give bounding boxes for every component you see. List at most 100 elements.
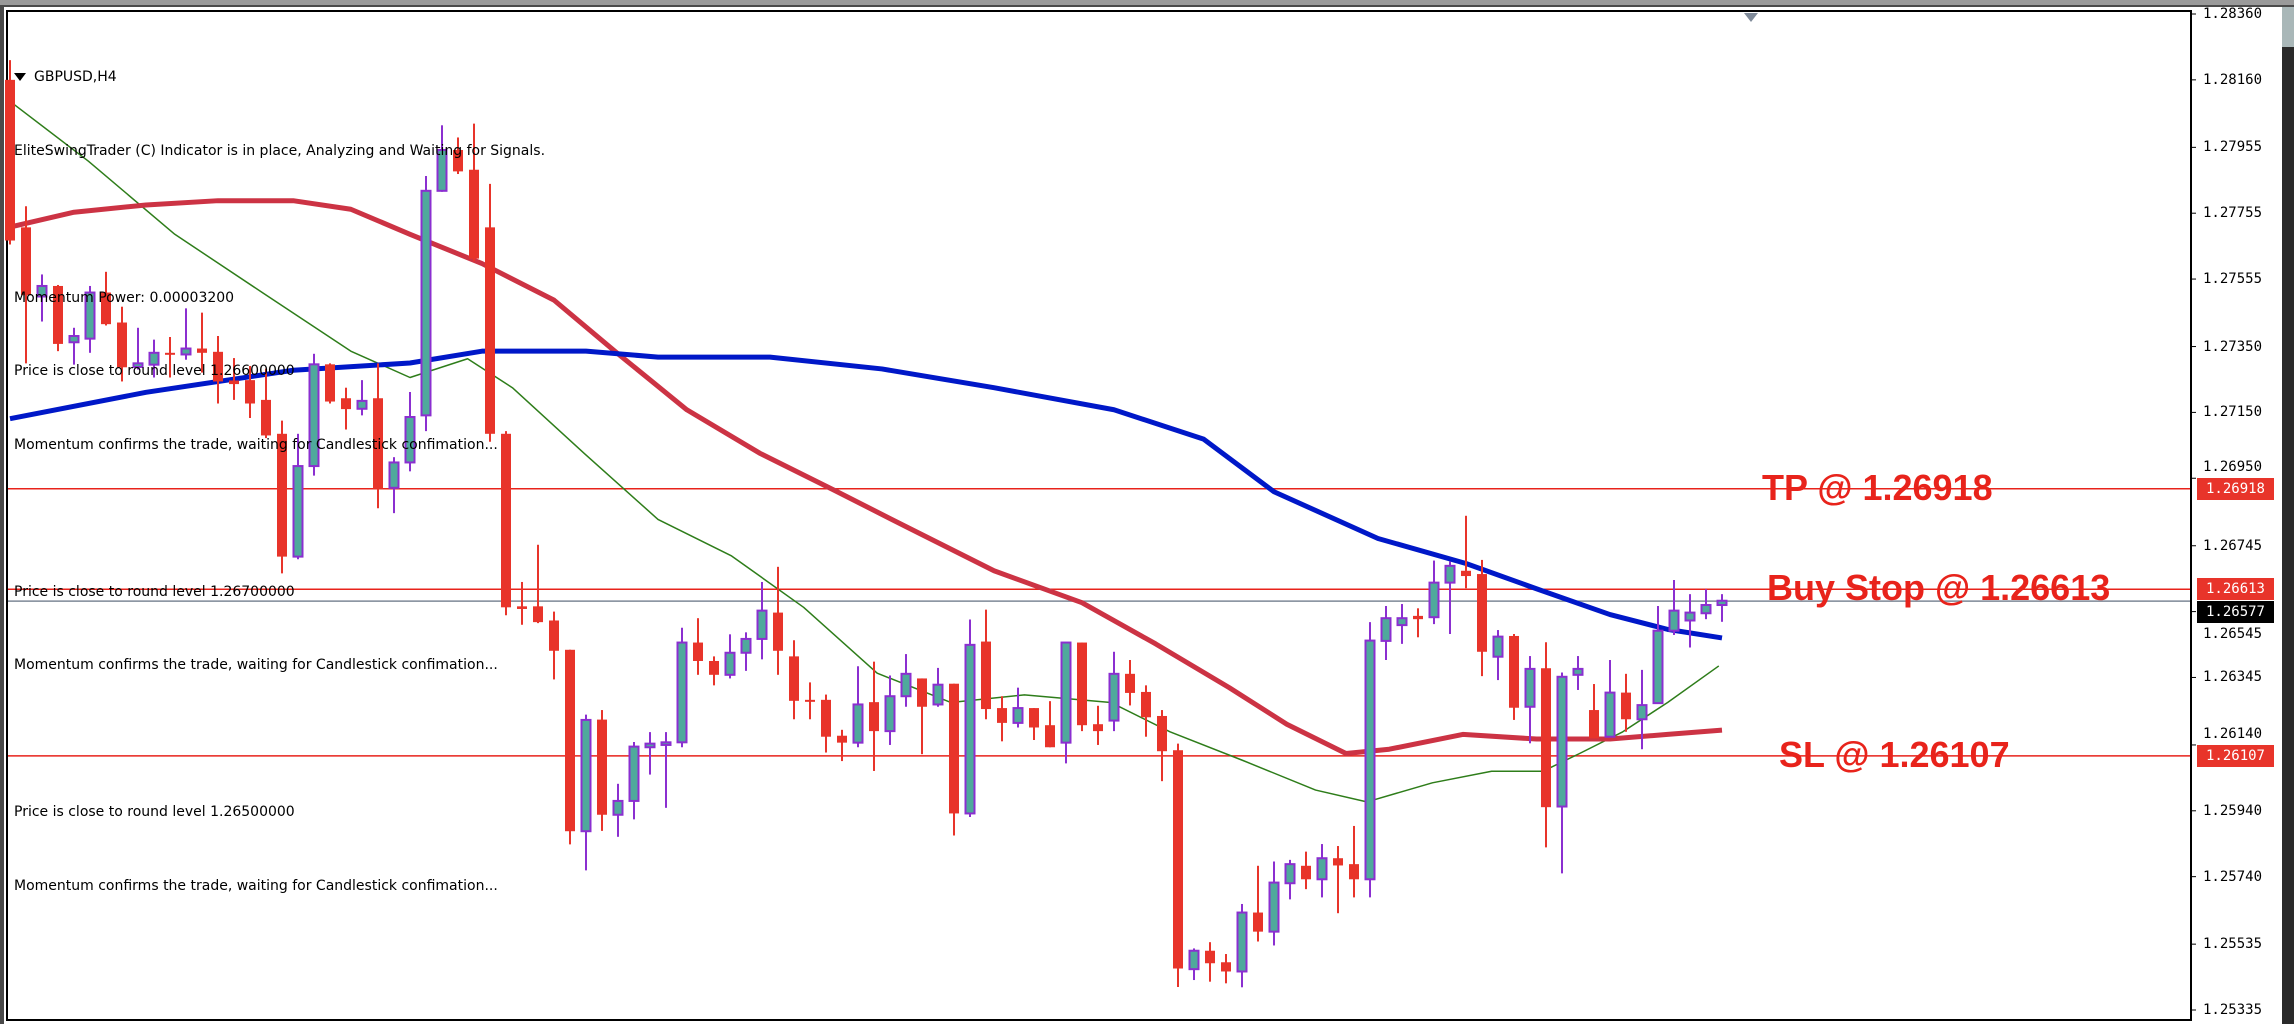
candle-body (1380, 617, 1392, 642)
tp-level-label[interactable]: TP @ 1.26918 (1762, 466, 1993, 508)
candle-body (308, 363, 320, 468)
bearish-candle (101, 271, 111, 326)
bullish-candle (1604, 660, 1616, 738)
candle-body (676, 641, 688, 744)
candle-body (900, 672, 912, 698)
buy-stop-level-label[interactable]: Buy Stop @ 1.26613 (1767, 567, 2111, 609)
candle-body (1589, 710, 1599, 739)
bullish-candle (740, 632, 752, 671)
price-axis-label: 1.26140 (2203, 725, 2263, 742)
price-axis-label: 1.26345 (2203, 669, 2263, 686)
bearish-candle (261, 368, 271, 439)
candle-body (597, 719, 607, 815)
bearish-candle (1589, 684, 1599, 739)
bearish-candle (245, 365, 255, 418)
sl-level-label[interactable]: SL @ 1.26107 (1779, 733, 2010, 775)
bullish-candle (1492, 630, 1504, 681)
bullish-candle (1636, 669, 1648, 750)
price-axis-label: 1.25740 (2203, 868, 2263, 885)
candle-body (1045, 725, 1055, 748)
blank-line (14, 727, 545, 752)
bearish-candle (197, 312, 207, 373)
candle-body (1556, 675, 1568, 808)
candle-body (292, 465, 304, 558)
candle-body (1205, 950, 1215, 964)
bearish-candle (485, 183, 495, 442)
bearish-candle (1461, 515, 1471, 589)
candle-body (1060, 641, 1072, 744)
bearish-candle (1509, 633, 1519, 720)
bearish-candle (1221, 954, 1231, 984)
candle-body (1684, 611, 1696, 622)
bullish-candle (36, 274, 48, 322)
bullish-candle (1284, 859, 1296, 900)
price-axis-label: 1.25335 (2203, 1002, 2263, 1018)
bullish-candle (1716, 594, 1728, 622)
bullish-candle (612, 783, 624, 837)
bearish-candle (1077, 642, 1087, 732)
dropdown-triangle-icon[interactable] (14, 73, 26, 82)
bearish-candle (837, 729, 847, 762)
bullish-candle (148, 339, 160, 378)
candle-body (229, 380, 239, 385)
candle-body (21, 227, 31, 296)
candle-body (1029, 708, 1039, 728)
candle-body (485, 227, 495, 434)
bearish-candle (501, 431, 511, 616)
bearish-candle (517, 581, 527, 625)
candle-body (1157, 715, 1167, 752)
bearish-candle (1029, 708, 1039, 741)
bearish-candle (277, 420, 287, 574)
bullish-candle (756, 581, 768, 660)
candle-body (1077, 642, 1087, 726)
bearish-candle (997, 696, 1007, 742)
bullish-candle (436, 125, 448, 192)
bearish-candle (453, 137, 463, 175)
bullish-candle (1380, 606, 1392, 661)
vertical-scrollbar[interactable] (2282, 7, 2294, 1024)
bearish-candle (1157, 710, 1167, 782)
bearish-candle (773, 566, 783, 675)
bullish-candle (84, 285, 96, 353)
bearish-candle (229, 358, 239, 400)
price-axis-label: 1.26950 (2203, 458, 2263, 475)
candle-body (325, 364, 335, 402)
bearish-candle (469, 123, 479, 262)
candle-body (628, 745, 640, 802)
candle-body (724, 651, 736, 676)
candle-body (884, 695, 896, 733)
bearish-candle (917, 678, 927, 755)
symbol-header[interactable]: GBPUSD,H4 (14, 65, 545, 90)
candle-body (821, 699, 831, 737)
candle-body (660, 741, 672, 746)
price-axis-label: 1.25940 (2203, 802, 2263, 819)
bullish-candle (292, 433, 304, 560)
candle-body (1284, 863, 1296, 885)
candle-body (1188, 949, 1200, 971)
bullish-candle (884, 675, 896, 745)
momentum-confirm-line: Momentum confirms the trade, waiting for… (14, 877, 498, 894)
bullish-candle (388, 457, 400, 514)
bullish-candle (356, 380, 368, 416)
bearish-candle (341, 387, 351, 430)
candle-body (740, 637, 752, 654)
candle-body (837, 735, 847, 743)
bearish-candle (165, 337, 175, 378)
candle-body (1413, 615, 1423, 620)
candle-body (1349, 864, 1359, 880)
bearish-candle (1253, 865, 1263, 942)
bearish-candle (1541, 642, 1551, 848)
bearish-candle (709, 656, 719, 686)
bearish-candle (949, 683, 959, 836)
candle-body (132, 362, 144, 368)
candle-body (1012, 707, 1024, 724)
price-axis-label: 1.26545 (2203, 626, 2263, 643)
candle-body (404, 416, 416, 464)
candle-body (789, 656, 799, 701)
chart-shift-marker-icon[interactable] (1744, 13, 1758, 22)
candle-body (1572, 667, 1584, 676)
scrollbar-thumb[interactable] (2282, 7, 2294, 47)
bullish-candle (1428, 560, 1440, 625)
candle-body (1316, 857, 1328, 881)
